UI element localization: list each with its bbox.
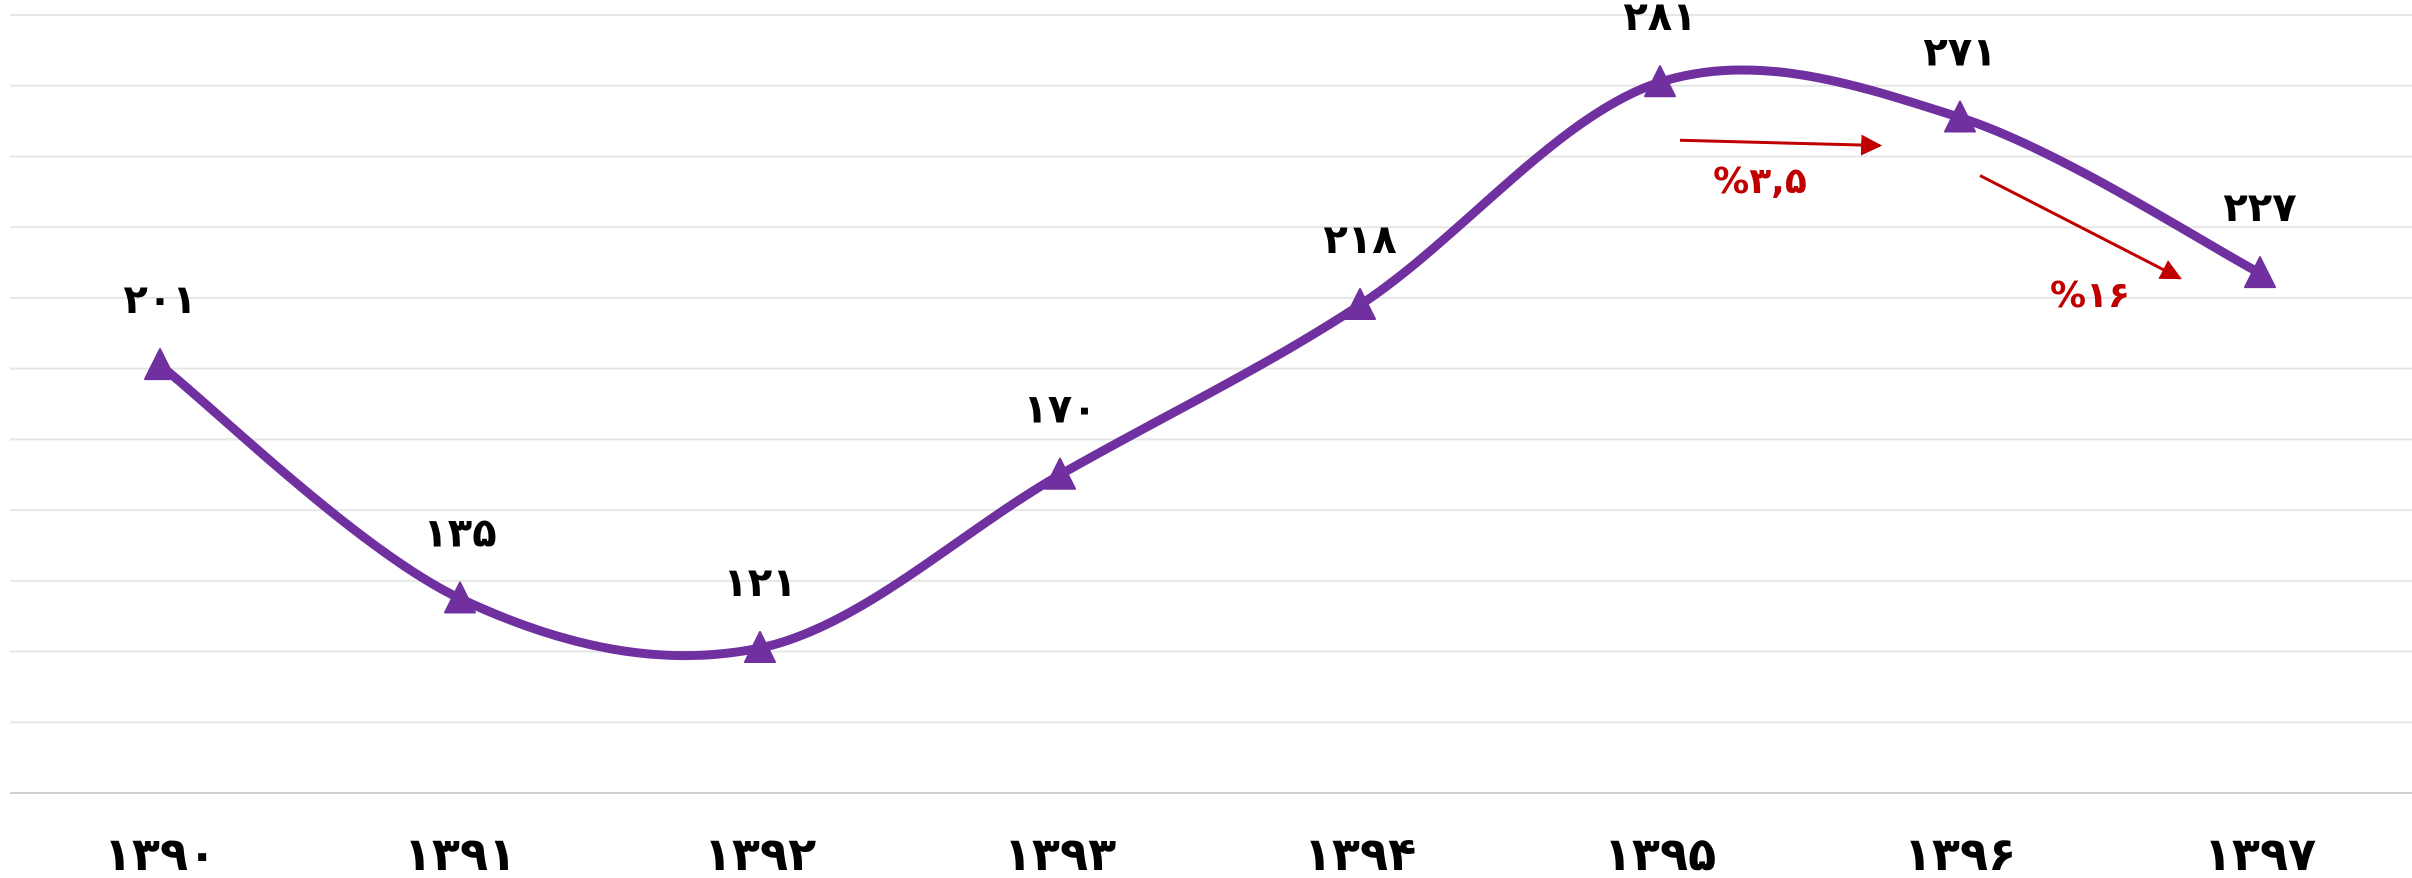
data-point-marker [1344, 287, 1376, 320]
x-tick-label: ۱۳۹۱ [404, 827, 516, 878]
data-label: ۲۲۷ [2223, 185, 2296, 231]
data-point-marker [1644, 65, 1676, 98]
x-tick-label: ۱۳۹۳ [1004, 827, 1116, 878]
data-labels: ۲۰۱ ۱۳۵ ۱۲۱ ۱۷۰ ۲۱۸ ۲۸۱ ۲۷۱ ۲۲۷ [123, 0, 2296, 606]
data-label: ۲۷۱ [1923, 30, 1996, 76]
x-tick-label: ۱۳۹۶ [1904, 827, 2016, 878]
data-point-marker [444, 581, 476, 614]
annotation-arrow [1679, 134, 1883, 156]
series-line [155, 65, 2265, 661]
data-label: ۱۲۱ [723, 560, 796, 606]
x-tick-label: ۱۳۹۷ [2204, 827, 2316, 878]
x-tick-label: ۱۳۹۰ [104, 827, 216, 878]
data-point-marker [2244, 256, 2276, 289]
data-label: ۲۸۱ [1623, 0, 1696, 40]
x-tick-label: ۱۳۹۵ [1604, 827, 1716, 878]
annotation-label: %۱۶ [2050, 275, 2130, 316]
data-label: ۲۰۱ [123, 277, 196, 323]
x-tick-labels: ۱۳۹۰ ۱۳۹۱ ۱۳۹۲ ۱۳۹۳ ۱۳۹۴ ۱۳۹۵ ۱۳۹۶ ۱۳۹۷ [104, 827, 2316, 878]
annotation-label: %۳,۵ [1713, 161, 1807, 202]
data-point-marker [144, 348, 176, 381]
markers [144, 65, 2276, 664]
x-tick-label: ۱۳۹۲ [704, 827, 816, 878]
data-point-marker [1944, 100, 1976, 133]
annotation-arrow [1979, 174, 2182, 280]
data-point-marker [1044, 457, 1076, 490]
data-label: ۱۳۵ [423, 511, 496, 557]
data-label: ۱۷۰ [1023, 387, 1096, 433]
gridlines [10, 14, 2412, 724]
annotations: %۳,۵ %۱۶ [1679, 134, 2182, 316]
data-point-marker [744, 631, 776, 664]
data-label: ۲۱۸ [1323, 217, 1396, 263]
x-tick-label: ۱۳۹۴ [1304, 827, 1416, 878]
